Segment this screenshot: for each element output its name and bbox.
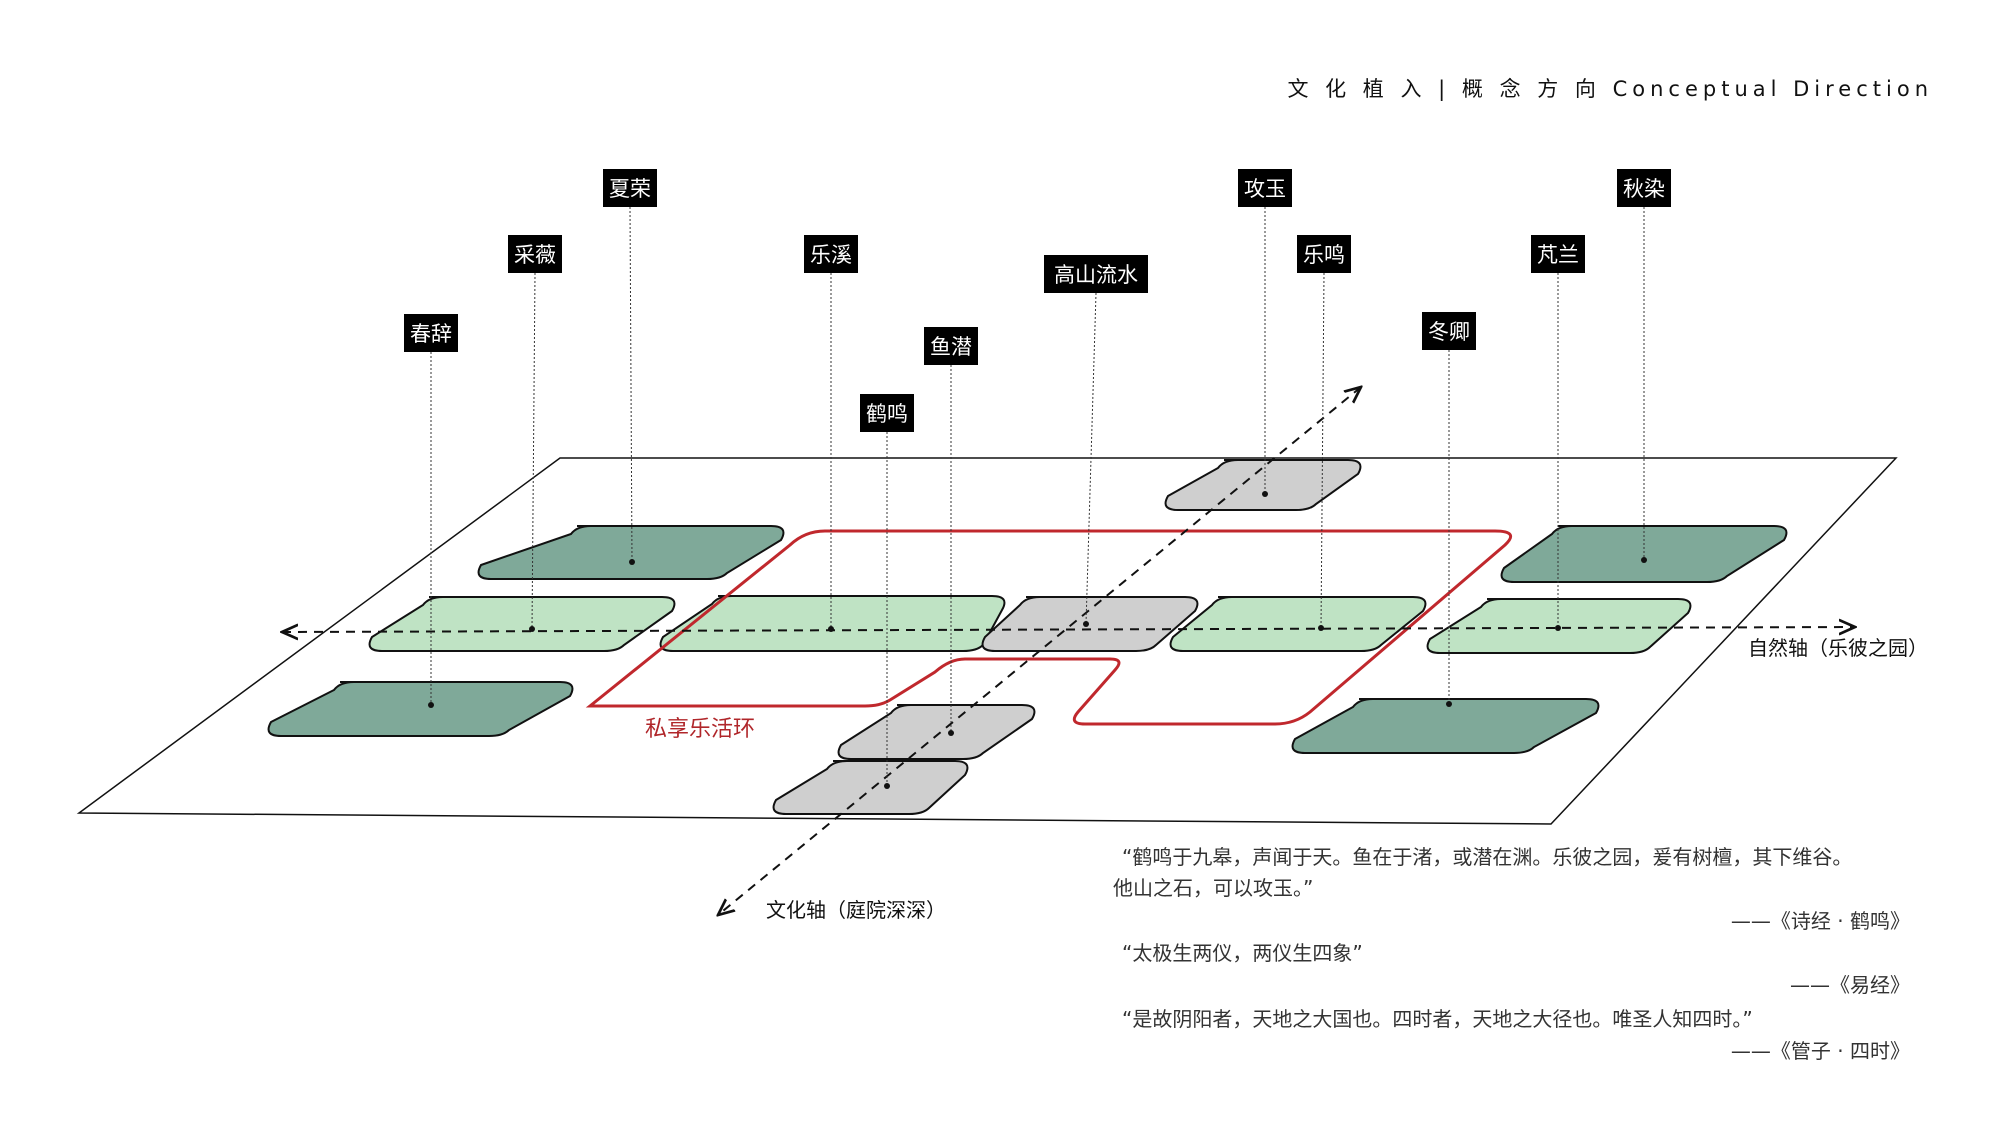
node-label-box — [1044, 255, 1148, 293]
anchor-dot — [1262, 491, 1268, 497]
anchor-dot — [1555, 625, 1561, 631]
node-label: 春辞 — [410, 322, 452, 346]
anchor-dot — [428, 702, 434, 708]
node-label-box — [860, 394, 914, 432]
culture-axis — [718, 387, 1361, 915]
node-label: 秋染 — [1623, 177, 1665, 201]
node-label: 高山流水 — [1054, 263, 1138, 287]
anchor-dot — [884, 783, 890, 789]
quote-source: ——《易经》 — [1790, 973, 1910, 997]
anchor-dot — [1083, 621, 1089, 627]
anchor-dot — [828, 626, 834, 632]
node-label-box — [404, 314, 458, 352]
node-label: 攻玉 — [1244, 177, 1286, 201]
zone-patch-1 — [267, 681, 574, 737]
quote-line: “鹤鸣于九皋，声闻于天。鱼在于渚，或潜在渊。乐彼之园，爰有树檀，其下维谷。 — [1122, 845, 1853, 869]
node-label: 采薇 — [514, 243, 556, 267]
node-label-box — [804, 235, 858, 273]
leader-line — [531, 272, 536, 630]
node-label: 芃兰 — [1537, 243, 1579, 267]
node-label: 乐鸣 — [1303, 243, 1345, 267]
node-label-box — [603, 169, 657, 207]
node-label: 鹤鸣 — [866, 402, 908, 426]
anchor-dot — [948, 730, 954, 736]
anchor-dot — [1641, 557, 1647, 563]
quote-line: “是故阴阳者，天地之大国也。四时者，天地之大径也。唯圣人知四时。” — [1122, 1007, 1753, 1031]
node-label-box — [1422, 312, 1476, 350]
node-label-box — [1297, 235, 1351, 273]
node-label: 冬卿 — [1428, 320, 1470, 344]
anchor-dot — [1318, 625, 1324, 631]
culture-axis-label: 文化轴（庭院深深） — [766, 898, 946, 922]
loop-label: 私享乐活环 — [645, 717, 755, 742]
node-label: 夏荣 — [609, 177, 651, 201]
node-label: 乐溪 — [810, 243, 852, 267]
nature-axis-label: 自然轴（乐彼之园） — [1748, 636, 1928, 660]
anchor-dot — [629, 559, 635, 565]
leader-line — [1320, 272, 1325, 629]
leader-line — [629, 206, 633, 563]
node-label: 鱼潜 — [930, 335, 972, 359]
zone-patch-12 — [1500, 525, 1788, 583]
quote-source: ——《管子 · 四时》 — [1730, 1039, 1910, 1063]
leader-line — [1085, 292, 1097, 625]
zone-patch-4 — [659, 595, 1006, 652]
node-label-box — [1531, 235, 1585, 273]
anchor-dot — [1446, 701, 1452, 707]
node-label-box — [508, 235, 562, 273]
node-label-box — [1238, 169, 1292, 207]
node-label-box — [1617, 169, 1671, 207]
node-label-box — [924, 327, 978, 365]
quote-line: “太极生两仪，两仪生四象” — [1122, 941, 1363, 965]
quote-source: ——《诗经 · 鹤鸣》 — [1730, 909, 1910, 933]
quote-line: 他山之石，可以攻玉。” — [1113, 876, 1314, 900]
page-title: 文 化 植 入 | 概 念 方 向 Conceptual Direction — [1287, 77, 1933, 101]
anchor-dot — [529, 626, 535, 632]
